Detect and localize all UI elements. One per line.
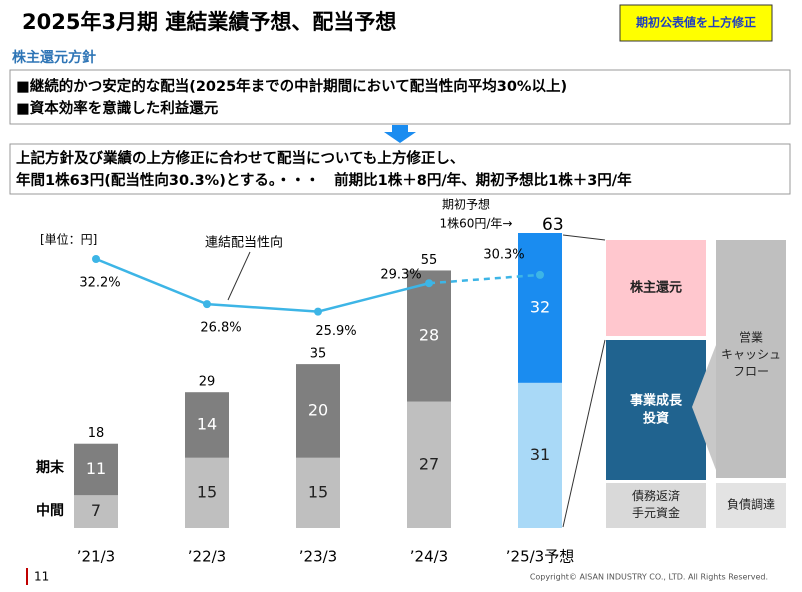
ratio-label: 29.3% (380, 268, 421, 283)
legend-label: 期末 (36, 459, 65, 476)
ratio-point (536, 270, 544, 279)
box-debt (716, 483, 786, 528)
badge-box (619, 4, 773, 42)
statement-line: 上記方針及び業績の上方修正に合わせて配当についても上方修正し、 (16, 149, 464, 167)
statement-line: 年間1株63円(配当性向30.3%)とする。・・・ 前期比1株＋8円/年、期初予… (16, 171, 632, 189)
x-tick-label: ’22/3 (188, 548, 226, 566)
badge: 期初公表値を上方修正 (636, 15, 756, 30)
bar-segment (74, 495, 118, 528)
annotation: 1株60円/年→ (439, 216, 512, 231)
page-bar (26, 568, 28, 585)
x-tick-label: ’25/3予想 (506, 548, 574, 566)
bar-segment (185, 392, 229, 458)
box-return (606, 240, 706, 336)
x-tick-label: ’23/3 (299, 548, 337, 566)
legend-label: 中間 (36, 502, 64, 519)
diagram-label: 投資 (643, 411, 669, 427)
segment-label: 32 (530, 297, 550, 316)
down-arrow (384, 125, 416, 143)
diagram-label: キャッシュ (721, 348, 781, 362)
connector (562, 339, 606, 528)
segment-label: 20 (308, 400, 328, 419)
bar-segment (518, 233, 562, 383)
segment-label: 15 (197, 482, 217, 501)
bar-segment (407, 401, 451, 528)
diagram-label: 営業 (739, 331, 763, 345)
bar-segment (518, 382, 562, 528)
box-cash (606, 483, 706, 528)
segment-label: 14 (197, 414, 217, 433)
title: 2025年3月期 連結業績予想、配当予想 (22, 10, 396, 34)
leader-line (227, 251, 251, 301)
policy-box (9, 69, 791, 125)
diagram-label: 負債調達 (727, 497, 775, 512)
ratio-point (314, 307, 322, 316)
annotation: 期初予想 (442, 197, 490, 212)
bullet: ■継続的かつ安定的な配当(2025年までの中計期間において配当性向平均30%以上… (16, 77, 567, 95)
ratio-name: 連結配当性向 (205, 235, 283, 251)
ratio-line (95, 257, 430, 313)
connector (562, 234, 606, 241)
bar-segment (185, 457, 229, 528)
bar-segment (296, 364, 340, 458)
segment-label: 15 (308, 482, 328, 501)
box-investment (606, 340, 706, 480)
diagram-label: 株主還元 (630, 280, 682, 296)
segment-label: 7 (91, 501, 101, 520)
segment-label: 11 (86, 459, 106, 478)
diagram-label: 債務返済 (632, 488, 680, 503)
ratio-point (203, 300, 211, 309)
diagram-label: 手元資金 (632, 505, 680, 520)
unit-label: [単位：円] (40, 232, 97, 247)
x-tick-label: ’21/3 (77, 548, 115, 566)
total-label: 29 (199, 375, 216, 390)
diagram-label: フロー (733, 365, 769, 379)
total-label: 63 (542, 215, 564, 235)
ratio-label: 30.3% (483, 247, 524, 262)
ratio-label: 32.2% (79, 276, 120, 291)
ratio-line (428, 273, 541, 285)
ratio-label: 25.9% (315, 324, 356, 339)
bullet: ■資本効率を意識した利益還元 (16, 99, 219, 117)
total-label: 18 (88, 426, 105, 441)
segment-label: 31 (530, 445, 550, 464)
ratio-point (92, 255, 100, 263)
diagram-label: 事業成長 (630, 393, 683, 409)
total-label: 35 (310, 347, 327, 362)
chevron (692, 345, 716, 470)
section-heading: 株主還元方針 (12, 49, 96, 66)
ratio-label: 26.8% (200, 321, 241, 336)
ratio-point (425, 279, 433, 288)
segment-label: 27 (419, 454, 439, 473)
page-number: 11 (34, 570, 49, 584)
segment-label: 28 (419, 326, 439, 345)
copyright: Copyright© AISAN INDUSTRY CO., LTD. All … (530, 573, 768, 582)
bar-segment (407, 270, 451, 402)
statement-box (9, 143, 791, 195)
box-ocf (716, 240, 786, 478)
bar-segment (74, 443, 118, 496)
bar-segment (296, 457, 340, 528)
x-tick-label: ’24/3 (410, 548, 448, 566)
total-label: 55 (421, 253, 438, 268)
